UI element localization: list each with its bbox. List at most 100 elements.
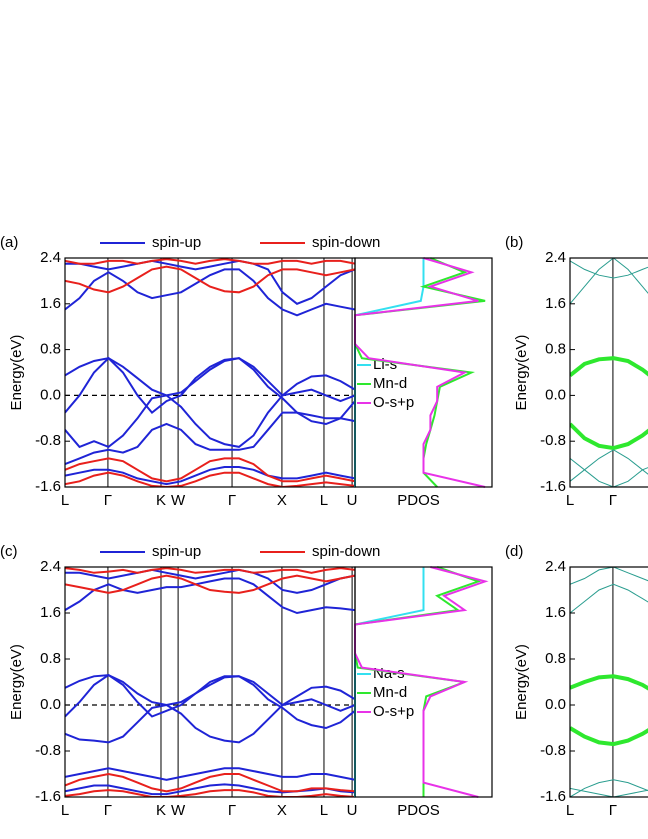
panel: L Γ -1.6 -0.8 0.0 0.8 1.6 2.4 Energy(eV) (b) <box>505 234 648 509</box>
band-line <box>65 567 355 574</box>
y-tick-label: -1.6 <box>540 788 566 805</box>
y-tick-label: 2.4 <box>40 558 61 575</box>
legend-label: spin-down <box>312 543 380 560</box>
band-line <box>570 258 648 305</box>
band-line <box>570 583 648 614</box>
plot-area <box>65 567 355 797</box>
x-tick-label: L <box>566 802 574 819</box>
y-tick-label: 2.4 <box>40 249 61 266</box>
band-line <box>65 673 355 730</box>
panel: L Γ K W Γ X L U -1.6 -0.8 0.0 0.8 1.6 2.4 Energy(eV) (c… <box>0 543 380 819</box>
plot-area <box>65 258 355 487</box>
x-tick-label: K <box>156 492 166 509</box>
x-tick-label: U <box>347 802 358 819</box>
y-tick-label: 0.8 <box>40 650 61 667</box>
band-line <box>570 726 648 747</box>
band-line <box>65 772 355 793</box>
band-line <box>65 789 355 797</box>
y-tick-label: 0.0 <box>40 386 61 403</box>
plot-area <box>570 567 648 797</box>
y-tick-label: 0.0 <box>545 696 566 713</box>
band-line <box>570 787 648 797</box>
band-line <box>65 457 355 483</box>
band-line <box>65 265 355 294</box>
x-tick-label: Γ <box>609 802 617 819</box>
y-tick-label: -1.6 <box>35 788 61 805</box>
x-tick-label: Γ <box>609 492 617 509</box>
x-tick-label: L <box>320 802 328 819</box>
band-line <box>65 568 355 594</box>
x-tick-label: Γ <box>104 802 112 819</box>
band-line <box>570 674 648 691</box>
x-tick-label: L <box>320 492 328 509</box>
x-tick-label: Γ <box>104 492 112 509</box>
legend-label: spin-up <box>152 234 201 251</box>
x-tick-label: Γ <box>228 492 236 509</box>
x-tick-label: Γ <box>228 802 236 819</box>
y-axis-label: Energy(eV) <box>8 644 25 720</box>
pdos-line <box>354 566 489 798</box>
x-tick-label: K <box>156 802 166 819</box>
x-tick-label: U <box>347 492 358 509</box>
x-tick-label: L <box>61 492 69 509</box>
y-tick-label: -0.8 <box>540 742 566 759</box>
x-axis-label: PDOS <box>397 492 440 509</box>
band-line <box>570 356 648 377</box>
legend-label: O-s+p <box>373 703 414 720</box>
legend-label: spin-down <box>312 234 380 251</box>
plot-frame <box>354 566 493 798</box>
x-tick-label: W <box>171 492 186 509</box>
y-tick-label: 1.6 <box>40 604 61 621</box>
band-line <box>65 259 355 305</box>
panel: L Γ K W Γ X L U -1.6 -0.8 0.0 0.8 1.6 2.4 Energy(eV) (a… <box>0 234 380 509</box>
x-axis-label: PDOS <box>397 802 440 819</box>
panel-label: (b) <box>505 234 523 251</box>
plot-frame <box>569 257 648 488</box>
y-tick-label: -0.8 <box>35 742 61 759</box>
x-tick-label: W <box>171 802 186 819</box>
band-line <box>65 268 355 317</box>
x-tick-label: X <box>277 802 287 819</box>
band-line <box>65 471 355 487</box>
plot-frame <box>354 257 493 488</box>
band-line <box>570 779 648 797</box>
y-axis-label: Energy(eV) <box>513 644 530 720</box>
y-tick-label: 1.6 <box>40 295 61 312</box>
y-tick-label: 0.8 <box>545 650 566 667</box>
y-tick-label: 0.0 <box>40 696 61 713</box>
legend-label: O-s+p <box>373 394 414 411</box>
x-tick-label: L <box>566 492 574 509</box>
plot-area <box>570 258 648 487</box>
band-line <box>65 783 355 796</box>
band-line <box>65 698 355 744</box>
legend-label: spin-up <box>152 543 201 560</box>
y-tick-label: -0.8 <box>540 432 566 449</box>
y-tick-label: 0.0 <box>545 386 566 403</box>
legend-label: Na-s <box>373 665 405 682</box>
band-line <box>65 258 355 265</box>
band-line <box>65 356 355 426</box>
pdos-line <box>354 567 425 797</box>
band-line <box>570 260 648 279</box>
y-tick-label: 1.6 <box>545 295 566 312</box>
y-tick-label: 2.4 <box>545 558 566 575</box>
band-line <box>570 458 648 487</box>
y-tick-label: 2.4 <box>545 249 566 266</box>
band-line <box>65 577 355 615</box>
band-line <box>570 422 648 451</box>
y-axis-label: Energy(eV) <box>8 335 25 411</box>
panel-label: (d) <box>505 543 523 560</box>
band-line <box>570 449 648 482</box>
y-tick-label: 0.8 <box>545 341 566 358</box>
plot-frame <box>569 566 648 798</box>
band-line <box>65 574 355 594</box>
band-line <box>65 388 355 449</box>
band-line <box>65 674 355 707</box>
y-tick-label: 0.8 <box>40 341 61 358</box>
panel-label: (c) <box>0 543 18 560</box>
legend-label: Mn-d <box>373 375 407 392</box>
y-tick-label: 1.6 <box>545 604 566 621</box>
